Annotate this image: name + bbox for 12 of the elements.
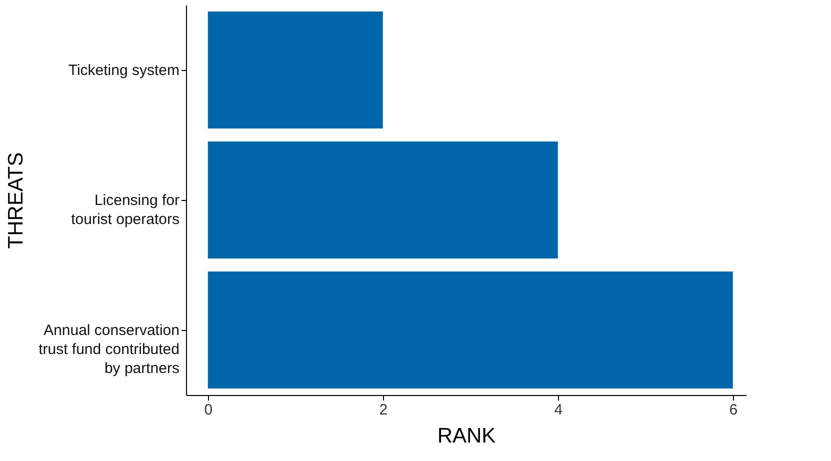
bar (208, 272, 733, 388)
bar (208, 142, 558, 258)
x-tick-label: 4 (554, 402, 563, 418)
y-tick-label: Annual conservation trust fund contributed by partners (38, 322, 180, 377)
x-tick-label: 0 (204, 402, 213, 418)
y-tick-label: Licensing for tourist operators (71, 192, 180, 228)
x-tick-label: 6 (729, 402, 738, 418)
y-axis-title: THREATS (4, 152, 28, 249)
bar (208, 12, 383, 128)
x-tick-label: 2 (379, 402, 388, 418)
x-axis-title: RANK (437, 424, 496, 448)
y-tick-label: Ticketing system (68, 62, 180, 79)
